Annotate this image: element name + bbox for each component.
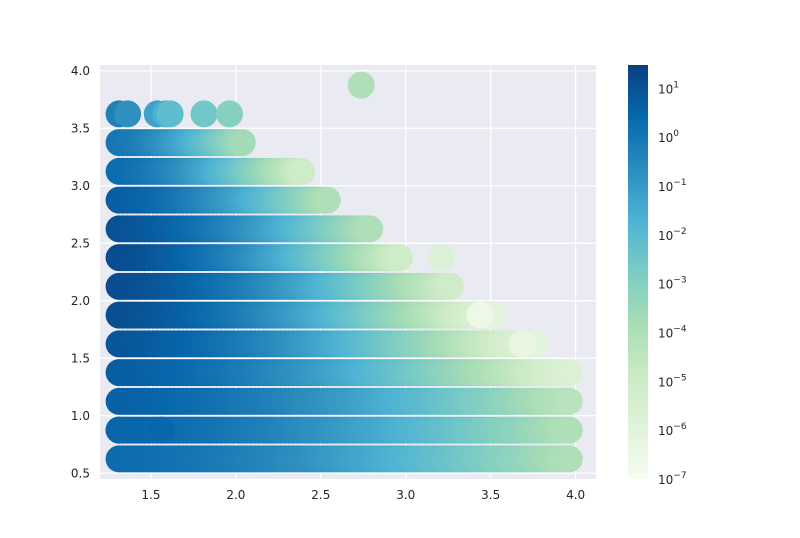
colorbar-tick-label: 10−4 xyxy=(658,324,687,340)
y-tick-label: 2.0 xyxy=(71,294,90,308)
data-point xyxy=(156,100,184,128)
colorbar-tick-label: 10−1 xyxy=(658,178,687,194)
data-point xyxy=(288,157,316,185)
data-point xyxy=(385,244,413,272)
x-axis-ticks: 1.5 2.0 2.5 3.0 3.5 4.0 xyxy=(141,488,585,502)
x-tick-label: 4.0 xyxy=(566,488,585,502)
data-point xyxy=(466,301,494,329)
plot-grid xyxy=(100,65,596,479)
y-tick-label: 0.5 xyxy=(71,466,90,480)
data-point xyxy=(313,186,341,214)
y-tick-label: 3.5 xyxy=(71,121,90,135)
data-point xyxy=(555,359,583,387)
colorbar-tick-label: 101 xyxy=(658,80,679,96)
data-point xyxy=(555,416,583,444)
colorbar-tick-label: 100 xyxy=(658,129,679,145)
data-point xyxy=(509,330,536,358)
data-point xyxy=(356,215,384,243)
colorbar-tick-label: 10−3 xyxy=(658,276,687,292)
colorbar-tick-label: 10−5 xyxy=(658,373,687,389)
colorbar-tick-label: 10−7 xyxy=(658,471,687,487)
data-point xyxy=(114,100,142,128)
y-tick-label: 1.5 xyxy=(71,351,90,365)
y-tick-label: 4.0 xyxy=(71,64,90,78)
x-tick-label: 3.5 xyxy=(481,488,500,502)
y-tick-label: 3.0 xyxy=(71,179,90,193)
x-tick-label: 2.5 xyxy=(311,488,330,502)
colorbar-ticks: 101 100 10−1 10−2 10−3 10−4 10−5 10−6 10−7 xyxy=(658,80,687,487)
x-tick-label: 3.0 xyxy=(396,488,415,502)
data-point xyxy=(428,244,456,272)
x-tick-label: 1.5 xyxy=(141,488,160,502)
y-axis-ticks: 0.5 1.0 1.5 2.0 2.5 3.0 3.5 4.0 xyxy=(71,64,90,481)
colorbar-tick-label: 10−2 xyxy=(658,227,687,243)
scatter-points xyxy=(105,71,583,473)
data-point xyxy=(436,272,464,300)
data-point xyxy=(555,387,583,415)
data-point xyxy=(216,100,243,128)
y-tick-label: 1.0 xyxy=(71,409,90,423)
data-point xyxy=(105,416,133,444)
data-point xyxy=(555,445,583,473)
data-point xyxy=(347,71,375,99)
y-tick-label: 2.5 xyxy=(71,236,90,250)
data-point xyxy=(148,416,176,444)
colorbar xyxy=(628,65,648,479)
data-point xyxy=(190,100,218,128)
data-point xyxy=(228,129,256,157)
x-tick-label: 2.0 xyxy=(226,488,245,502)
colorbar-tick-label: 10−6 xyxy=(658,422,687,438)
